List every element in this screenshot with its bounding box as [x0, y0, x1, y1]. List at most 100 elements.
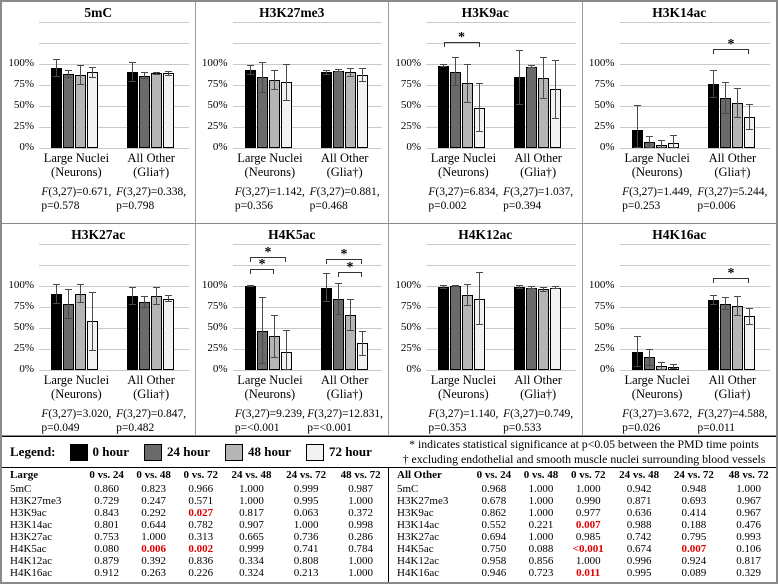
pvalue-cell: 0.324 [239, 567, 264, 580]
group-label-line: Large Nuclei [430, 373, 497, 387]
pvalue-cell: 0.843 [94, 506, 119, 519]
bar-24hour [139, 75, 150, 148]
group-label: Large Nuclei (Neurons) [426, 373, 501, 402]
legend-swatch-48hour [224, 443, 243, 461]
pvalue-table: Large 0 vs. 24 0 vs. 48 0 vs. 72 24 vs. 48 24… [2, 469, 388, 579]
error-bar-cap [89, 77, 96, 79]
error-bar-cap [246, 285, 254, 287]
gridline [39, 84, 189, 86]
error-bar-cap [657, 147, 665, 148]
error-bar-cap [464, 64, 471, 66]
table-row: H3K27ac 0.753 1.000 0.313 0.665 0.736 0.286 [2, 531, 388, 543]
pvalue-cell: 0.996 [626, 555, 652, 568]
group-label: All Other (Glia†) [501, 373, 576, 402]
anova-stats: F(3,27)=1.140, p=0.353 F(3,27)=0.749, p=0.5… [426, 402, 576, 436]
error-bar [153, 71, 160, 75]
gridline [232, 306, 382, 308]
pvalue-cell: 0.674 [626, 542, 652, 555]
error-bar [745, 307, 753, 325]
gridline [39, 21, 189, 23]
y-axis-label: 100% [201, 57, 228, 69]
pvalue-cell: 1.000 [141, 530, 167, 543]
gridline [39, 42, 189, 44]
error-bar-cap [65, 288, 72, 290]
pvalue-cell: 0.106 [736, 542, 761, 555]
pvalue-cell: 0.571 [188, 494, 214, 507]
error-bar [65, 69, 72, 79]
legend-item-label: 24 hour [166, 444, 210, 459]
error-bar [516, 49, 523, 106]
pvalue-cell: 0.372 [348, 506, 374, 519]
error-bar [334, 69, 342, 73]
note-significance: * indicates statistical significance at … [409, 436, 759, 451]
gridline [619, 84, 770, 86]
error-bar-line [68, 69, 69, 79]
pvalue-cell: 0.644 [141, 518, 167, 531]
y-axis-label: 75% [13, 78, 34, 90]
pvalue-cell: 0.968 [481, 482, 507, 495]
pvalue-cell: 1.000 [348, 555, 374, 568]
bar-48hour [151, 296, 162, 370]
bar-72hour [163, 73, 174, 148]
gridline [39, 369, 189, 371]
panel-title: H3K27me3 [259, 5, 325, 20]
gridline [619, 243, 770, 245]
error-bar-cap [282, 369, 290, 370]
error-bar-cap [464, 305, 471, 307]
anova-stat-text: F(3,27)=1.037, p=0.394 [503, 185, 574, 212]
group-label-line: (Glia†) [520, 386, 557, 401]
group-label: All Other (Glia†) [114, 373, 189, 402]
legend-item-label: 48 hour [247, 444, 291, 459]
pvalue-cell: 0.736 [293, 530, 319, 543]
gridline [232, 243, 382, 245]
significance-asterisk: * [458, 30, 465, 46]
group-label-line: Large Nuclei [237, 373, 303, 387]
group-label-line: All Other [127, 373, 175, 387]
pvalue-cell: 0.226 [188, 567, 214, 580]
error-bar-cap [334, 313, 342, 315]
table-row: H4K5ac 0.750 0.088 <0.001 0.674 0.007 0.106 [389, 543, 776, 555]
y-axis-label: 100% [588, 279, 615, 291]
error-bar-cap [77, 84, 84, 85]
error-bar-cap [53, 284, 60, 286]
gridline [619, 306, 770, 308]
error-bar-cap [153, 286, 160, 288]
group-labels: Large Nuclei (Neurons) All Other (Glia†) [233, 370, 383, 402]
row-label-cell: H3K14ac [397, 518, 440, 531]
error-bar-cap [129, 286, 136, 288]
panel-title: H4K12ac [458, 227, 513, 242]
table-row: H3K9ac 0.843 0.292 0.027 0.817 0.063 0.372 [2, 507, 388, 519]
group-label-line: (Glia†) [326, 164, 363, 179]
error-bar [258, 62, 266, 93]
gridline [39, 327, 189, 329]
error-bar [733, 87, 741, 118]
y-axis-label: 25% [594, 120, 615, 132]
error-bar-cap [358, 80, 366, 82]
error-bar [476, 271, 483, 326]
table-row: H4K16ac 0.912 0.263 0.226 0.324 0.213 1.000 [2, 567, 388, 579]
error-bar-line [636, 335, 638, 368]
pvalue-cell: 1.000 [348, 567, 374, 580]
significance-asterisk: * [264, 244, 272, 260]
plot-area: 0% 25% 50% 75% 100% * * * * [202, 243, 382, 375]
error-bar-cap [65, 77, 72, 79]
error-bar [358, 68, 366, 82]
error-bar-cap [141, 296, 148, 298]
error-bar-cap [528, 288, 535, 290]
error-bar-cap [165, 295, 172, 297]
group-label-line: All Other [708, 151, 757, 165]
y-axis-label: 0% [599, 141, 615, 153]
error-bar-cap [346, 329, 354, 331]
error-bar-cap [53, 58, 60, 60]
f-italic: F [697, 407, 705, 420]
error-bar-line [712, 69, 714, 99]
error-bar-cap [270, 314, 278, 316]
y-axis-label: 25% [13, 120, 34, 132]
error-bar [633, 105, 641, 148]
table-row: H3K27ac 0.694 1.000 0.985 0.742 0.795 0.993 [389, 531, 776, 543]
error-bar-line [724, 296, 726, 311]
row-label-cell: H4K16ac [397, 567, 440, 580]
gridline [39, 306, 189, 308]
error-bar-cap [452, 57, 459, 59]
